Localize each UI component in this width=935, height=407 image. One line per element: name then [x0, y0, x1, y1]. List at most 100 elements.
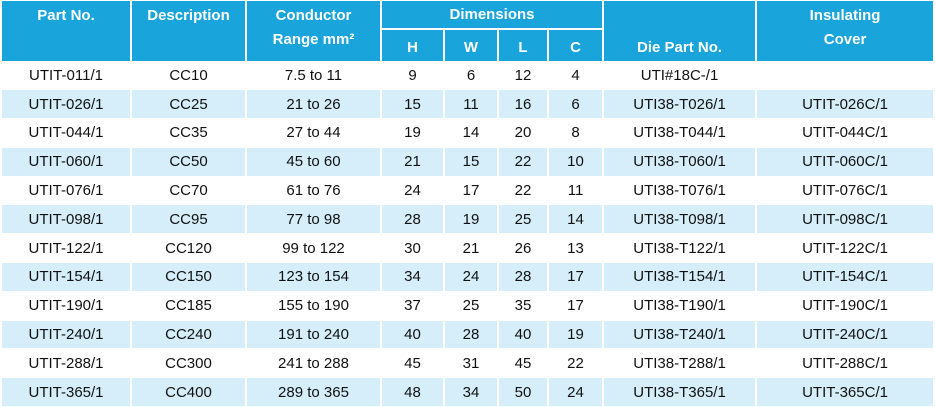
table-cell: UTI38-T122/1 [602, 233, 758, 264]
table-cell: 9 [380, 61, 445, 91]
table-cell: UTI38-T365/1 [602, 377, 758, 407]
table-cell: 17 [546, 262, 605, 292]
table-row: UTIT-098/1 CC95 77 to 98 28 19 25 14 UTI38-T098… [0, 204, 935, 235]
table-cell: CC120 [130, 233, 247, 264]
header-line: Insulating [809, 7, 881, 24]
table-cell: 17 [443, 176, 499, 206]
table-row: UTIT-288/1 CC300 241 to 288 45 31 45 22 UTI38-T… [0, 348, 935, 379]
table-row: UTIT-240/1 CC240 191 to 240 40 28 40 19 UTI38-T… [0, 320, 935, 350]
table-cell: 155 to 190 [245, 291, 382, 321]
table-cell: UTIT-044C/1 [755, 118, 935, 148]
table-cell: 7.5 to 11 [245, 61, 382, 91]
table-cell: CC240 [130, 320, 247, 350]
table-cell: UTIT-240/1 [0, 320, 132, 350]
header-cell: Dimensions [379, 1, 605, 30]
table-cell: 16 [497, 89, 549, 120]
table-cell: UTI38-T076/1 [602, 176, 758, 206]
table-cell: 37 [380, 291, 445, 321]
table-cell: 17 [546, 291, 605, 321]
table-cell: UTI38-T026/1 [602, 89, 758, 120]
table-cell: 21 to 26 [245, 89, 382, 120]
table-cell: 13 [546, 233, 605, 264]
table-cell: CC185 [130, 291, 247, 321]
table-cell: 35 [497, 291, 549, 321]
header-cell: L [497, 29, 549, 61]
table-cell: UTI38-T154/1 [602, 262, 758, 292]
table-cell: 15 [380, 89, 445, 120]
table-cell: UTI38-T288/1 [602, 348, 758, 379]
table-row: UTIT-011/1 CC10 7.5 to 11 9 6 12 4 UTI#18C-/1 [0, 61, 935, 91]
table-cell: CC10 [130, 61, 247, 91]
table-cell: UTIT-060/1 [0, 147, 132, 177]
table-cell: CC95 [130, 204, 247, 235]
table-cell: UTIT-154/1 [0, 262, 132, 292]
table-cell: 123 to 154 [245, 262, 382, 292]
table-cell: UTIT-076C/1 [755, 176, 935, 206]
table-row: UTIT-122/1 CC120 99 to 122 30 21 26 13 UTI38-T1… [0, 233, 935, 264]
header-cell: Conductor Range mm² [245, 1, 382, 61]
table-cell: 77 to 98 [245, 204, 382, 235]
table-cell: 25 [497, 204, 549, 235]
table-cell: UTI38-T060/1 [602, 147, 758, 177]
header-cell: Die Part No. [602, 1, 758, 61]
table-cell: 24 [443, 262, 499, 292]
header-cell: C [546, 29, 605, 61]
table-cell: 45 [497, 348, 549, 379]
table-cell: UTIT-190C/1 [755, 291, 935, 321]
table-cell: UTIT-154C/1 [755, 262, 935, 292]
table-cell: 28 [380, 204, 445, 235]
table-cell: 289 to 365 [245, 377, 382, 407]
header-line: Conductor [275, 7, 352, 24]
table-cell: 28 [497, 262, 549, 292]
header-cell: Part No. [0, 1, 132, 61]
table-cell: 28 [443, 320, 499, 350]
table-cell: 12 [497, 61, 549, 91]
table-cell: UTI38-T098/1 [602, 204, 758, 235]
table-cell: 34 [380, 262, 445, 292]
table-cell: CC70 [130, 176, 247, 206]
table-cell: 14 [443, 118, 499, 148]
table-cell: 30 [380, 233, 445, 264]
table-cell: 8 [546, 118, 605, 148]
table-cell: UTIT-122C/1 [755, 233, 935, 264]
header-cell: W [443, 29, 499, 61]
header-cell: Insulating Cover [755, 1, 935, 61]
header-line: Cover [823, 31, 867, 48]
table-cell [755, 61, 935, 91]
table-cell: UTIT-026C/1 [755, 89, 935, 120]
table-row: UTIT-154/1 CC150 123 to 154 34 24 28 17 UTI38-T… [0, 262, 935, 292]
table-cell: 10 [546, 147, 605, 177]
table-cell: UTIT-190/1 [0, 291, 132, 321]
table-cell: 15 [443, 147, 499, 177]
table-row: UTIT-365/1 CC400 289 to 365 48 34 50 24 UTI38-T… [0, 377, 935, 407]
table-cell: 11 [443, 89, 499, 120]
table-cell: 11 [546, 176, 605, 206]
header-line: Range mm² [272, 31, 355, 48]
table-cell: 241 to 288 [245, 348, 382, 379]
table-cell: UTI#18C-/1 [602, 61, 758, 91]
table-cell: 22 [546, 348, 605, 379]
table-body: UTIT-011/1 CC10 7.5 to 11 9 6 12 4 UTI#18C-/1 UT… [0, 61, 935, 407]
table-cell: UTIT-365/1 [0, 377, 132, 407]
table-cell: 20 [497, 118, 549, 148]
table-cell: 27 to 44 [245, 118, 382, 148]
table-row: UTIT-044/1 CC35 27 to 44 19 14 20 8 UTI38-T044/… [0, 118, 935, 148]
table-cell: 50 [497, 377, 549, 407]
table-cell: CC150 [130, 262, 247, 292]
table-cell: UTIT-122/1 [0, 233, 132, 264]
table-cell: 99 to 122 [245, 233, 382, 264]
table-cell: 24 [380, 176, 445, 206]
table-cell: 61 to 76 [245, 176, 382, 206]
table-cell: 45 to 60 [245, 147, 382, 177]
table-cell: 34 [443, 377, 499, 407]
table-cell: UTIT-060C/1 [755, 147, 935, 177]
table-cell: UTIT-011/1 [0, 61, 132, 91]
table-cell: CC25 [130, 89, 247, 120]
table-cell: UTIT-076/1 [0, 176, 132, 206]
table-row: UTIT-076/1 CC70 61 to 76 24 17 22 11 UTI38-T076… [0, 176, 935, 206]
table-cell: 19 [380, 118, 445, 148]
table-cell: UTIT-288C/1 [755, 348, 935, 379]
table-cell: 191 to 240 [245, 320, 382, 350]
table-cell: 48 [380, 377, 445, 407]
